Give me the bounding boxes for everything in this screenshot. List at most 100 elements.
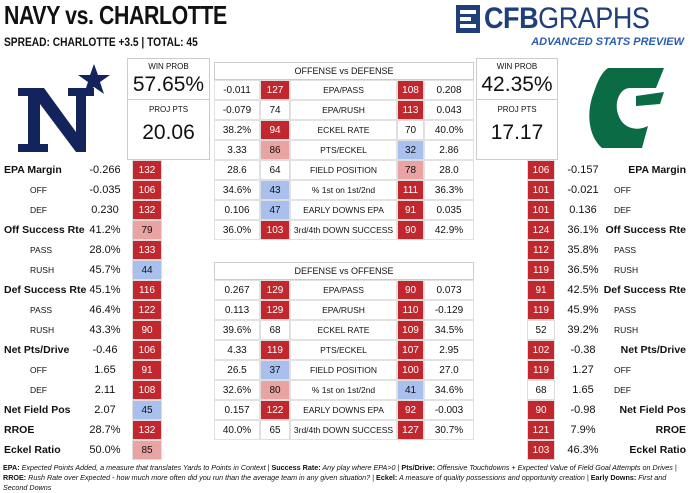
metric-value: 30.7% — [424, 420, 474, 440]
stat-label: DEF — [30, 385, 47, 395]
stat-label: OFF — [614, 365, 631, 375]
metric-value: 4.33 — [214, 340, 260, 360]
rank-cell: 132 — [132, 200, 162, 220]
stat-label: Net Pts/Drive — [620, 344, 686, 356]
rank-cell: 111 — [397, 180, 424, 200]
metric-label: EARLY DOWNS EPA — [290, 200, 397, 220]
rank-cell: 110 — [397, 300, 424, 320]
rank-cell: 79 — [132, 220, 162, 240]
metric-label: FIELD POSITION — [290, 360, 397, 380]
rank-cell: 103 — [527, 440, 555, 460]
stat-label: EPA Margin — [628, 164, 686, 176]
stat-value: 7.9% — [570, 424, 596, 436]
rank-cell: 129 — [260, 280, 290, 300]
rank-cell: 102 — [527, 340, 555, 360]
rank-cell: 107 — [397, 340, 424, 360]
metric-value: 0.073 — [424, 280, 474, 300]
metric-label: ECKEL RATE — [290, 320, 397, 340]
metric-value: 27.0 — [424, 360, 474, 380]
metric-value: 28.0 — [424, 160, 474, 180]
divider — [127, 99, 210, 100]
rank-cell: 91 — [527, 280, 555, 300]
stat-label: Net Field Pos — [619, 404, 686, 416]
metric-label: EPA/RUSH — [290, 100, 397, 120]
win-prob-label: WIN PROB — [148, 61, 189, 71]
rank-cell: 124 — [527, 220, 555, 240]
rank-cell: 100 — [397, 360, 424, 380]
rank-cell: 65 — [260, 420, 290, 440]
win-prob: 57.65% — [132, 73, 205, 96]
proj-pts-label: PROJ PTS — [148, 104, 189, 114]
rank-cell: 109 — [397, 320, 424, 340]
stat-label: DEF — [614, 205, 631, 215]
navy-logo — [18, 64, 110, 152]
logo-bold: CFB — [484, 2, 539, 35]
rank-cell: 92 — [397, 400, 424, 420]
stat-value: 43.3% — [89, 324, 121, 336]
stat-value: 45.9% — [567, 304, 599, 316]
rank-cell: 90 — [132, 320, 162, 340]
metric-label: 3rd/4th DOWN SUCCESS — [290, 420, 397, 440]
tagline: ADVANCED STATS PREVIEW — [531, 36, 684, 48]
stat-value: -0.021 — [567, 184, 599, 196]
rank-cell: 90 — [397, 280, 424, 300]
rank-cell: 85 — [132, 440, 162, 460]
rank-cell: 127 — [397, 420, 424, 440]
metric-value: 0.157 — [214, 400, 260, 420]
metric-value: 2.86 — [424, 140, 474, 160]
metric-value: 28.6 — [214, 160, 260, 180]
rank-cell: 106 — [527, 160, 555, 180]
rank-cell: 113 — [397, 100, 424, 120]
metric-value: -0.129 — [424, 300, 474, 320]
rank-cell: 108 — [132, 380, 162, 400]
proj-pts: 17.17 — [490, 121, 544, 144]
stat-value: 45.1% — [89, 284, 121, 296]
rank-cell: 112 — [527, 240, 555, 260]
rank-cell: 32 — [397, 140, 424, 160]
rank-cell: 43 — [260, 180, 290, 200]
rank-cell: 122 — [132, 300, 162, 320]
stat-label: Eckel Ratio — [629, 444, 686, 456]
stat-label: Net Field Pos — [4, 404, 71, 416]
stat-label: OFF — [30, 365, 47, 375]
footer-term: Pts/Drive: — [401, 463, 435, 472]
stat-label: RUSH — [30, 265, 55, 275]
rank-cell: 52 — [527, 320, 555, 340]
rank-cell: 119 — [527, 300, 555, 320]
footer-text: Expected Points Added, a measure that tr… — [19, 463, 272, 472]
win-prob-label: WIN PROB — [496, 61, 538, 71]
footer-text: A measure of quality possessions and opp… — [397, 473, 591, 482]
stat-value: 50.0% — [89, 444, 121, 456]
metric-value: 0.113 — [214, 300, 260, 320]
stat-label: Off Success Rte — [4, 224, 85, 236]
rank-cell: 78 — [397, 160, 424, 180]
rank-cell: 80 — [260, 380, 290, 400]
rank-cell: 132 — [132, 420, 162, 440]
logo-icon — [456, 5, 480, 33]
stat-value: 45.7% — [89, 264, 121, 276]
win-prob-box — [476, 58, 558, 160]
rank-cell: 127 — [260, 80, 290, 100]
rank-cell: 91 — [397, 200, 424, 220]
stat-value: 39.2% — [567, 324, 599, 336]
footer-term: Eckel: — [376, 473, 398, 482]
stat-value: 28.0% — [89, 244, 121, 256]
metric-value: 0.208 — [424, 80, 474, 100]
stat-label: RROE — [4, 424, 35, 436]
proj-pts-label: PROJ PTS — [497, 104, 537, 114]
metric-value: 32.6% — [214, 380, 260, 400]
metric-label: EPA/PASS — [290, 80, 397, 100]
stat-value: -0.266 — [89, 164, 121, 176]
footer-term: EPA: — [3, 463, 20, 472]
rank-cell: 45 — [132, 400, 162, 420]
footer-text: Rush Rate over Expected - how much more … — [26, 473, 377, 482]
metric-label: FIELD POSITION — [290, 160, 397, 180]
stat-value: 1.65 — [572, 384, 594, 396]
rank-cell: 121 — [527, 420, 555, 440]
stat-label: Eckel Ratio — [4, 444, 61, 456]
table-title: DEFENSE vs OFFENSE — [214, 262, 474, 280]
rank-cell: 90 — [527, 400, 555, 420]
logo-light: GRAPHS — [538, 2, 650, 35]
rank-cell: 90 — [397, 220, 424, 240]
footer-text: Offensive Touchdowns + Expected Value of… — [434, 463, 677, 472]
